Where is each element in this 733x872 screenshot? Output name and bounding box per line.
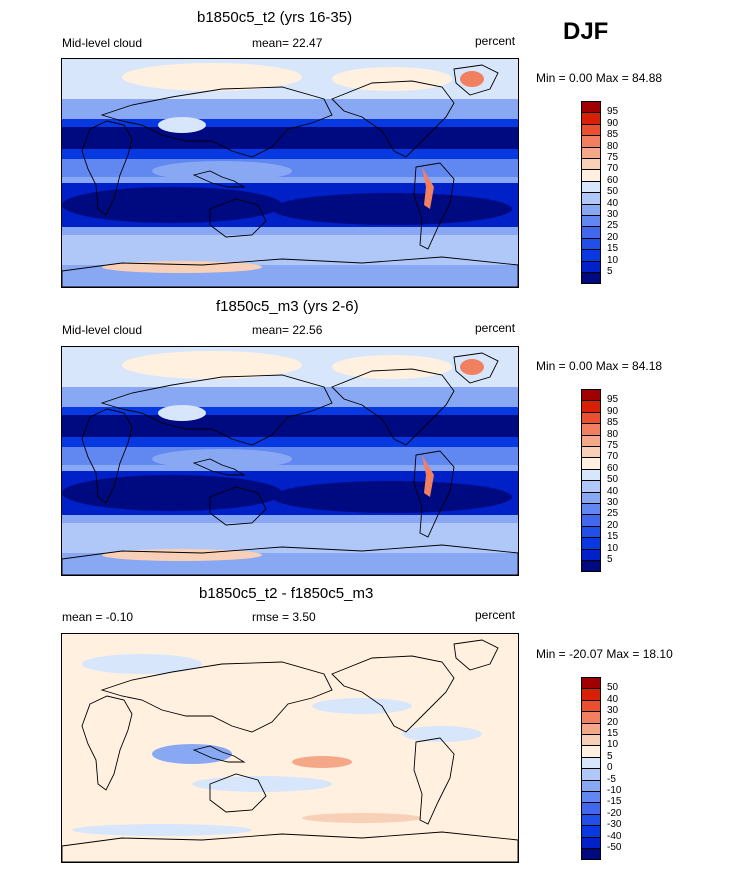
panel-2-title: f1850c5_m3 (yrs 2-6) — [216, 298, 359, 315]
colorbar-tick-label: 5 — [607, 750, 613, 762]
colorbar-tick-label: 15 — [607, 531, 619, 543]
coastline — [192, 458, 246, 476]
coastline — [100, 661, 333, 733]
colorbar-tick-label: 0 — [607, 762, 613, 774]
panel-3-map — [61, 633, 519, 863]
coastline — [81, 695, 133, 791]
coastline — [453, 639, 499, 671]
colorbar-tick-label: 85 — [607, 417, 619, 429]
panel-3-rmse-label: rmse = 3.50 — [252, 610, 316, 624]
colorbar-tick-label: 15 — [607, 728, 619, 739]
colorbar-tick-label: 75 — [607, 152, 619, 163]
colorbar-tick-label: 15 — [607, 243, 619, 255]
colorbar-tick-label: -40 — [607, 830, 622, 842]
coastline — [81, 120, 133, 216]
colorbar-tick-label: 30 — [607, 705, 619, 717]
panel-1-mean-label: mean= 22.47 — [252, 36, 323, 50]
coastline — [81, 408, 133, 504]
colorbar-box — [581, 560, 601, 573]
coastline — [209, 486, 267, 526]
colorbar-box — [581, 848, 601, 861]
panel-2-map — [61, 346, 519, 576]
colorbar-tick-label: 70 — [607, 163, 619, 175]
colorbar-tick-label: -15 — [607, 796, 622, 808]
colorbar-tick-label: 80 — [607, 428, 619, 440]
colorbar-tick-label: 20 — [607, 519, 619, 531]
colorbar-tick-label: 70 — [607, 451, 619, 463]
colorbar-box — [581, 272, 601, 285]
colorbar-tick-label: 50 — [607, 474, 619, 486]
colorbar-tick-label: 85 — [607, 129, 619, 141]
coastline — [192, 745, 246, 763]
coastline — [62, 831, 518, 862]
panel-3-title: b1850c5_t2 - f1850c5_m3 — [199, 585, 374, 602]
panel-1-title: b1850c5_t2 (yrs 16-35) — [197, 9, 353, 26]
colorbar-tick-label: 40 — [607, 693, 619, 705]
coastline — [100, 374, 333, 446]
colorbar-tick-label: 40 — [607, 197, 619, 209]
colorbar-tick-label: 95 — [607, 394, 619, 406]
panel-2-mean-label: mean= 22.56 — [252, 323, 323, 337]
panel-1-map — [61, 58, 519, 288]
colorbar-tick-label: -50 — [607, 842, 622, 853]
colorbar-tick-label: -30 — [607, 819, 622, 831]
coastline — [209, 773, 267, 813]
colorbar-tick-label: 95 — [607, 106, 619, 118]
colorbar-tick-label: 10 — [607, 739, 619, 751]
colorbar-tick-label: 20 — [607, 231, 619, 243]
colorbar-tick-label: 60 — [607, 174, 619, 186]
colorbar-tick-label: 10 — [607, 254, 619, 266]
colorbar-tick-label: -10 — [607, 785, 622, 796]
colorbar-tick-label: 80 — [607, 140, 619, 152]
panel-3-minmax: Min = -20.07 Max = 18.10 — [536, 647, 673, 661]
coastline — [192, 170, 246, 188]
coastline — [209, 198, 267, 238]
coastline — [453, 64, 499, 96]
colorbar-tick-label: 75 — [607, 440, 619, 451]
coastline — [413, 450, 455, 538]
colorbar-tick-label: 30 — [607, 497, 619, 508]
coastline — [413, 162, 455, 250]
colorbar-tick-label: 60 — [607, 462, 619, 474]
colorbar-tick-label: 5 — [607, 266, 613, 277]
panel-2-minmax: Min = 0.00 Max = 84.18 — [536, 359, 663, 373]
coastline — [331, 368, 455, 446]
colorbar-tick-label: 30 — [607, 209, 619, 220]
colorbar-tick-label: 25 — [607, 508, 619, 520]
coastline — [331, 80, 455, 158]
panel-2-variable-label: Mid-level cloud — [62, 323, 143, 337]
colorbar-tick-label: 20 — [607, 716, 619, 728]
colorbar-tick-label: 40 — [607, 485, 619, 497]
colorbar-tick-label: -20 — [607, 807, 622, 819]
colorbar-tick-label: -5 — [607, 773, 616, 785]
colorbar-tick-label: 25 — [607, 220, 619, 232]
coastline — [62, 256, 518, 287]
panel-1-variable-label: Mid-level cloud — [62, 36, 143, 50]
coastline — [100, 86, 333, 158]
coastline — [453, 352, 499, 384]
season-label: DJF — [563, 18, 609, 45]
colorbar-tick-label: 90 — [607, 405, 619, 417]
coastline — [413, 737, 455, 825]
colorbar-tick-label: 5 — [607, 554, 613, 565]
panel-1-minmax: Min = 0.00 Max = 84.88 — [536, 71, 663, 85]
panel-1-units-label: percent — [475, 34, 516, 48]
colorbar-tick-label: 90 — [607, 117, 619, 129]
panel-3-units-label: percent — [475, 608, 516, 622]
colorbar-tick-label: 10 — [607, 542, 619, 554]
coastline — [331, 655, 455, 733]
panel-2-units-label: percent — [475, 321, 516, 335]
coastline — [62, 544, 518, 575]
panel-3-mean-label: mean = -0.10 — [62, 610, 134, 624]
colorbar-tick-label: 50 — [607, 186, 619, 198]
colorbar-tick-label: 50 — [607, 682, 619, 694]
